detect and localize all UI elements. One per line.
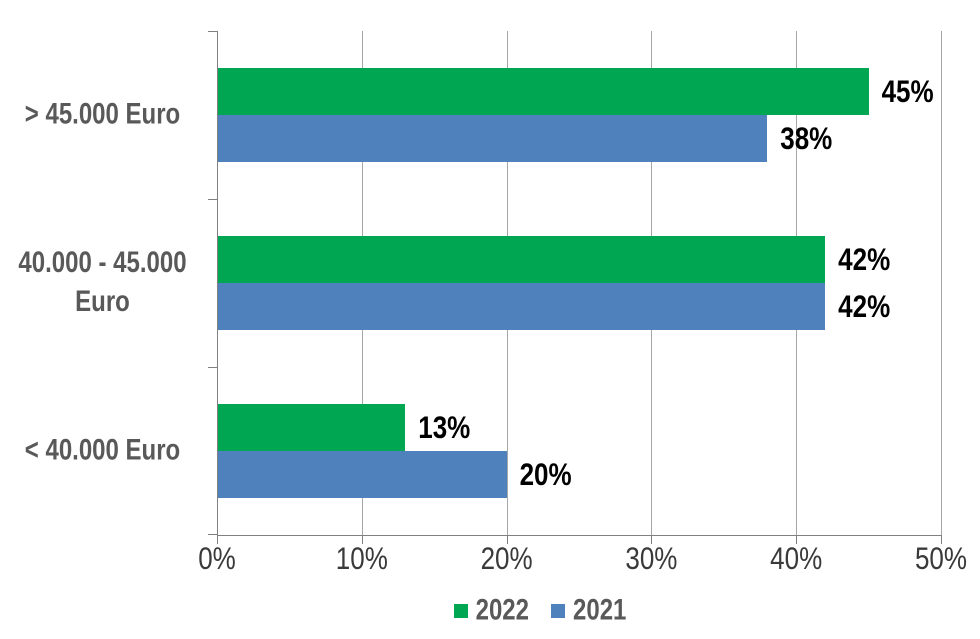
x-axis-tick-mark bbox=[217, 535, 218, 544]
legend-entry-2022: 2022 bbox=[453, 593, 529, 627]
x-tick-label: 20% bbox=[480, 539, 533, 577]
bar-group: 42% 42% bbox=[217, 199, 941, 367]
bar-2022 bbox=[217, 67, 869, 115]
x-axis-tick-mark bbox=[941, 535, 942, 544]
legend: 2022 2021 bbox=[50, 593, 980, 627]
bar-row-2022: 45% bbox=[217, 67, 941, 115]
legend-label: 2021 bbox=[573, 593, 627, 627]
value-label: 42% bbox=[838, 288, 891, 325]
x-axis-tick-mark bbox=[361, 535, 363, 544]
y-axis-tick-mark bbox=[208, 31, 217, 32]
plot-area: 45% 38% 42% 42% 13% 20% bbox=[208, 31, 942, 544]
y-axis-tick-mark bbox=[208, 534, 217, 535]
legend-swatch-2021 bbox=[551, 604, 565, 618]
bar-group: 45% 38% bbox=[217, 31, 941, 199]
x-tick-label: 50% bbox=[914, 539, 968, 577]
category-cell: > 45.000 Euro bbox=[0, 31, 205, 199]
bar-groups: 45% 38% 42% 42% 13% 20% bbox=[217, 31, 941, 535]
x-tick-label: 0% bbox=[198, 539, 236, 577]
y-axis-line bbox=[217, 31, 218, 535]
bar-2021 bbox=[217, 282, 826, 330]
x-axis-tick-mark bbox=[796, 535, 798, 544]
legend-label: 2022 bbox=[475, 593, 529, 627]
bar-row-2021: 38% bbox=[217, 114, 941, 162]
bar-2022 bbox=[217, 403, 406, 451]
value-label: 45% bbox=[881, 73, 934, 110]
x-tick-label: 10% bbox=[335, 539, 388, 577]
bar-row-2021: 20% bbox=[217, 450, 941, 498]
category-cell: 40.000 - 45.000 Euro bbox=[0, 199, 205, 367]
value-label: 42% bbox=[838, 241, 891, 278]
gridline bbox=[941, 31, 942, 535]
x-axis-line bbox=[217, 535, 941, 536]
x-tick-label: 30% bbox=[625, 539, 678, 577]
x-axis-tick-labels: 0% 10% 20% 30% 40% 50% bbox=[198, 539, 967, 578]
bar-2021 bbox=[217, 450, 507, 498]
bar-group: 13% 20% bbox=[217, 367, 941, 535]
legend-entry-2021: 2021 bbox=[551, 593, 627, 627]
bar-2021 bbox=[217, 114, 768, 162]
x-tick-label: 40% bbox=[770, 539, 823, 577]
y-axis-tick-mark bbox=[208, 198, 217, 200]
category-label: 40.000 - 45.000 Euro bbox=[18, 245, 187, 319]
y-axis-tick-mark bbox=[208, 366, 217, 368]
x-axis-tick-mark bbox=[506, 535, 508, 544]
y-axis-category-labels: > 45.000 Euro 40.000 - 45.000 Euro < 40.00… bbox=[0, 31, 205, 535]
bar-2022 bbox=[217, 235, 826, 283]
value-label: 20% bbox=[519, 456, 572, 493]
x-axis-tick-mark bbox=[651, 535, 653, 544]
bar-row-2021: 42% bbox=[217, 282, 941, 330]
category-label: > 45.000 Euro bbox=[24, 97, 181, 131]
bar-row-2022: 42% bbox=[217, 235, 941, 283]
category-label: < 40.000 Euro bbox=[24, 433, 181, 467]
value-label: 13% bbox=[418, 409, 471, 446]
legend-swatch-2022 bbox=[453, 604, 468, 618]
category-cell: < 40.000 Euro bbox=[0, 367, 205, 535]
value-label: 38% bbox=[780, 120, 833, 157]
bar-row-2022: 13% bbox=[217, 403, 941, 451]
